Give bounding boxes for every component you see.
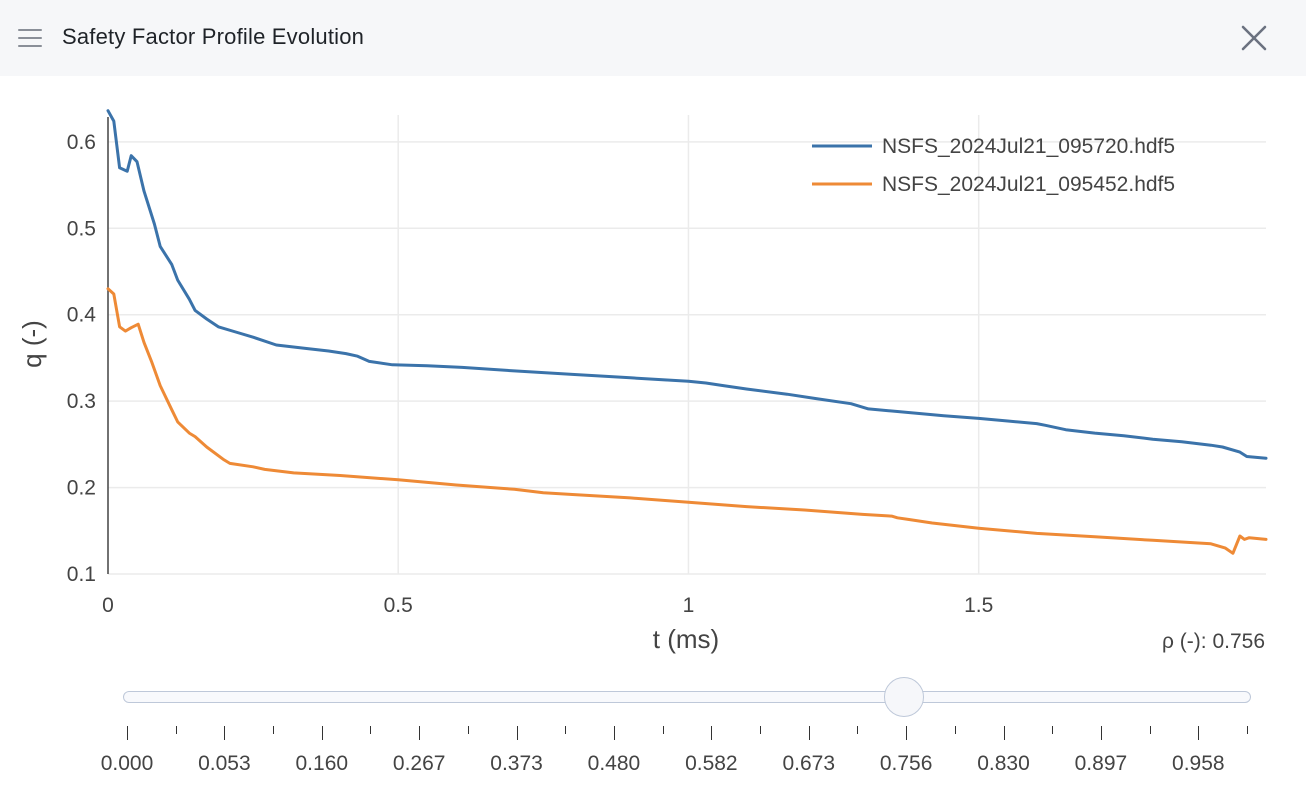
slider-minor-tick xyxy=(954,726,956,734)
x-tick-label: 1 xyxy=(683,594,695,617)
slider-step-label[interactable]: 0.582 xyxy=(685,752,738,775)
axes: 0 0.5 1 1.5 0.1 0.2 0.3 0.4 0.5 0.6 xyxy=(67,117,993,617)
slider-step-label[interactable]: 0.756 xyxy=(879,752,933,775)
y-axis-title: q (-) xyxy=(17,320,47,368)
x-tick-label: 0 xyxy=(102,594,114,617)
slider-step-label[interactable]: 0.373 xyxy=(490,752,543,775)
slider-step-label[interactable]: 0.267 xyxy=(392,752,446,775)
slider-step-label[interactable]: 0.897 xyxy=(1074,752,1128,775)
series-line-2 xyxy=(106,287,1268,555)
slider-minor-tick xyxy=(175,726,177,734)
grid-lines xyxy=(108,115,1266,575)
slider-major-tick xyxy=(613,726,615,740)
slider-step-label[interactable]: 0.673 xyxy=(782,752,836,775)
slider-major-tick xyxy=(808,726,810,740)
slider-minor-tick xyxy=(760,726,762,734)
slider-major-tick xyxy=(321,726,323,740)
window-title: Safety Factor Profile Evolution xyxy=(62,24,365,49)
series-layer xyxy=(106,109,1268,555)
slider-major-tick xyxy=(711,726,713,740)
x-axis-title: t (ms) xyxy=(653,624,719,654)
slider-major-tick xyxy=(127,726,128,740)
rho-slider-track[interactable] xyxy=(123,691,1251,703)
slider-major-tick xyxy=(419,726,421,740)
slider-step-label[interactable]: 0.958 xyxy=(1172,752,1225,775)
slider-step-label[interactable]: 0.830 xyxy=(977,752,1030,775)
hamburger-menu-icon[interactable] xyxy=(18,26,42,50)
slider-minor-tick xyxy=(370,726,372,734)
slider-step-label[interactable]: 0.000 xyxy=(100,752,154,775)
rho-slider-handle[interactable] xyxy=(884,677,925,717)
rho-readout: ρ (-): 0.756 xyxy=(1162,630,1265,653)
y-tick-label: 0.6 xyxy=(67,131,96,154)
y-tick-label: 0.2 xyxy=(67,477,96,500)
line-chart: 0 0.5 1 1.5 0.1 0.2 0.3 0.4 0.5 0.6 NSFS_2024Jul2… xyxy=(17,109,1268,654)
slider-major-tick xyxy=(906,726,908,740)
y-tick-label: 0.5 xyxy=(67,217,96,240)
slider-major-tick xyxy=(224,726,226,740)
slider-minor-tick xyxy=(662,726,664,734)
slider-minor-tick xyxy=(1149,726,1151,734)
slider-minor-tick xyxy=(1247,726,1248,734)
slider-major-tick xyxy=(1198,726,1200,740)
slider-major-tick xyxy=(516,726,518,740)
legend-entry[interactable]: NSFS_2024Jul21_095720.hdf5 xyxy=(882,135,1175,158)
slider-step-label[interactable]: 0.160 xyxy=(295,752,349,775)
series-line-1 xyxy=(106,109,1268,460)
close-icon[interactable] xyxy=(1240,24,1268,52)
slider-step-label[interactable]: 0.480 xyxy=(587,752,641,775)
slider-step-label[interactable]: 0.053 xyxy=(198,752,251,775)
legend: NSFS_2024Jul21_095720.hdf5 NSFS_2024Jul21… xyxy=(812,135,1175,196)
slider-major-tick xyxy=(1003,726,1005,740)
title-bar: Safety Factor Profile Evolution xyxy=(0,0,1306,76)
slider-minor-tick xyxy=(467,726,469,734)
slider-minor-tick xyxy=(565,726,567,734)
slider-minor-tick xyxy=(273,726,275,734)
x-tick-label: 1.5 xyxy=(964,594,993,617)
slider-minor-tick xyxy=(857,726,859,734)
y-tick-label: 0.4 xyxy=(67,304,97,327)
x-tick-label: 0.5 xyxy=(384,594,413,617)
slider-minor-tick xyxy=(1052,726,1054,734)
y-tick-label: 0.1 xyxy=(67,563,96,586)
y-tick-label: 0.3 xyxy=(67,390,96,413)
slider-major-tick xyxy=(1100,726,1102,740)
legend-entry[interactable]: NSFS_2024Jul21_095452.hdf5 xyxy=(882,173,1175,196)
